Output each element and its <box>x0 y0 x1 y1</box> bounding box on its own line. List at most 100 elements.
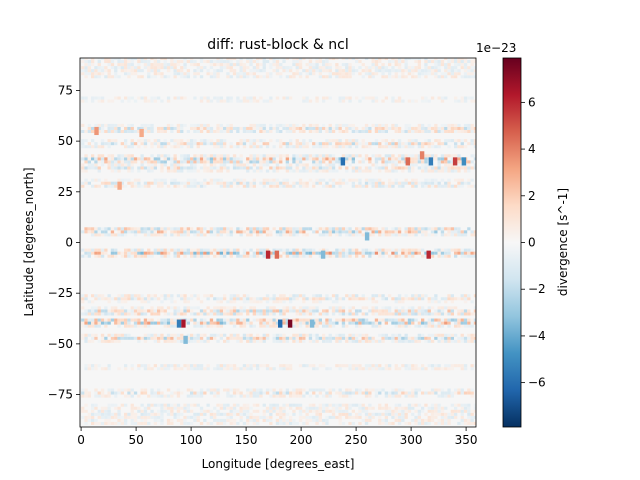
heatmap-cell <box>282 233 286 237</box>
heatmap-cell <box>318 406 322 410</box>
heatmap-cell <box>246 409 250 413</box>
heatmap-cell <box>371 75 375 79</box>
heatmap-cell <box>262 139 266 143</box>
heatmap-cell <box>331 160 336 164</box>
heatmap-cell <box>345 69 349 73</box>
heatmap-cell <box>467 324 471 328</box>
heatmap-cell <box>124 364 128 368</box>
heatmap-cell <box>81 139 85 143</box>
heatmap-cell <box>84 312 88 316</box>
heatmap-cell <box>97 324 101 328</box>
heatmap-cell <box>450 69 454 73</box>
heatmap-cell <box>236 230 240 234</box>
heatmap-cell <box>404 336 408 340</box>
heatmap-cell <box>193 364 197 368</box>
heatmap-cell <box>199 99 204 103</box>
heatmap-cell <box>470 129 474 134</box>
heatmap-cell <box>219 123 223 127</box>
heatmap-cell <box>411 418 415 422</box>
heatmap-cell <box>450 339 454 343</box>
heatmap-cell <box>180 126 184 130</box>
heatmap-cell <box>160 309 164 313</box>
heatmap-cell <box>252 123 256 127</box>
heatmap-cell <box>219 154 223 158</box>
heatmap-cell <box>124 294 128 298</box>
heatmap-cell <box>292 418 296 422</box>
heatmap-cell <box>381 58 385 61</box>
heatmap-cell <box>91 339 95 343</box>
heatmap-cell <box>371 339 375 343</box>
heatmap-cell <box>147 227 151 231</box>
heatmap-cell <box>351 248 355 252</box>
heatmap-cell <box>157 227 161 231</box>
heatmap-cell <box>262 63 266 67</box>
heatmap-cell <box>153 415 157 419</box>
heatmap-cell <box>153 339 157 343</box>
heatmap-cell <box>100 145 105 149</box>
heatmap-cell <box>107 142 111 146</box>
heatmap-cell <box>239 336 243 340</box>
heatmap-cell <box>203 157 207 161</box>
heatmap-cell <box>417 248 421 252</box>
heatmap-cell <box>308 169 313 173</box>
heatmap-cell <box>430 169 435 173</box>
heatmap-cell <box>219 178 223 182</box>
heatmap-cell <box>397 69 402 73</box>
heatmap-cell <box>163 129 167 134</box>
heatmap-cell <box>213 306 217 310</box>
heatmap-cell <box>236 409 240 413</box>
heatmap-cell <box>223 309 227 313</box>
heatmap-cell <box>269 418 273 422</box>
heatmap-cell <box>114 412 118 416</box>
heatmap-cell <box>440 312 445 316</box>
heatmap-cell <box>242 96 247 100</box>
heatmap-cell <box>391 421 395 425</box>
heatmap-cell <box>315 421 319 425</box>
heatmap-cell <box>170 233 174 237</box>
heatmap-cell <box>143 421 148 425</box>
heatmap-cell <box>275 139 280 143</box>
heatmap-cell <box>163 312 167 316</box>
heatmap-cell <box>190 306 194 310</box>
heatmap-cell <box>206 306 210 310</box>
heatmap-cell <box>219 227 223 231</box>
heatmap-cell <box>190 294 194 298</box>
heatmap-cell <box>223 294 227 298</box>
heatmap-cell <box>341 99 346 103</box>
heatmap-cell <box>348 388 352 392</box>
heatmap-cell <box>285 142 289 146</box>
heatmap-cell <box>437 406 441 410</box>
heatmap-cell <box>140 160 144 164</box>
heatmap-cell <box>176 96 181 100</box>
heatmap-cell <box>295 251 299 255</box>
heatmap-cell <box>411 233 415 237</box>
heatmap-cell <box>130 309 134 313</box>
heatmap-cell <box>417 145 421 149</box>
heatmap-cell <box>364 157 369 161</box>
heatmap-cell <box>249 254 253 258</box>
heatmap-cell <box>81 184 85 188</box>
heatmap-cell <box>173 63 177 67</box>
heatmap-cell <box>97 58 101 61</box>
heatmap-cell <box>348 123 352 127</box>
heatmap-cell <box>140 294 144 298</box>
heatmap-cell <box>328 339 332 343</box>
heatmap-cell <box>414 391 418 395</box>
heatmap-cell <box>163 227 167 231</box>
heatmap-cell <box>193 251 197 255</box>
heatmap-cell <box>219 142 223 146</box>
heatmap-cell <box>186 166 190 170</box>
heatmap-cell <box>143 321 148 325</box>
heatmap-cell <box>117 60 121 64</box>
heatmap-cell <box>289 248 293 252</box>
heatmap-cell <box>285 248 289 252</box>
heatmap-cell <box>407 139 412 143</box>
heatmap-cell <box>133 181 138 185</box>
heatmap-cell <box>249 157 253 161</box>
heatmap-cell <box>351 391 355 395</box>
heatmap-cell <box>242 142 247 146</box>
heatmap-cell <box>150 69 154 73</box>
heatmap-cell <box>239 312 243 316</box>
heatmap-cell <box>176 233 181 237</box>
heatmap-cell <box>150 157 154 161</box>
